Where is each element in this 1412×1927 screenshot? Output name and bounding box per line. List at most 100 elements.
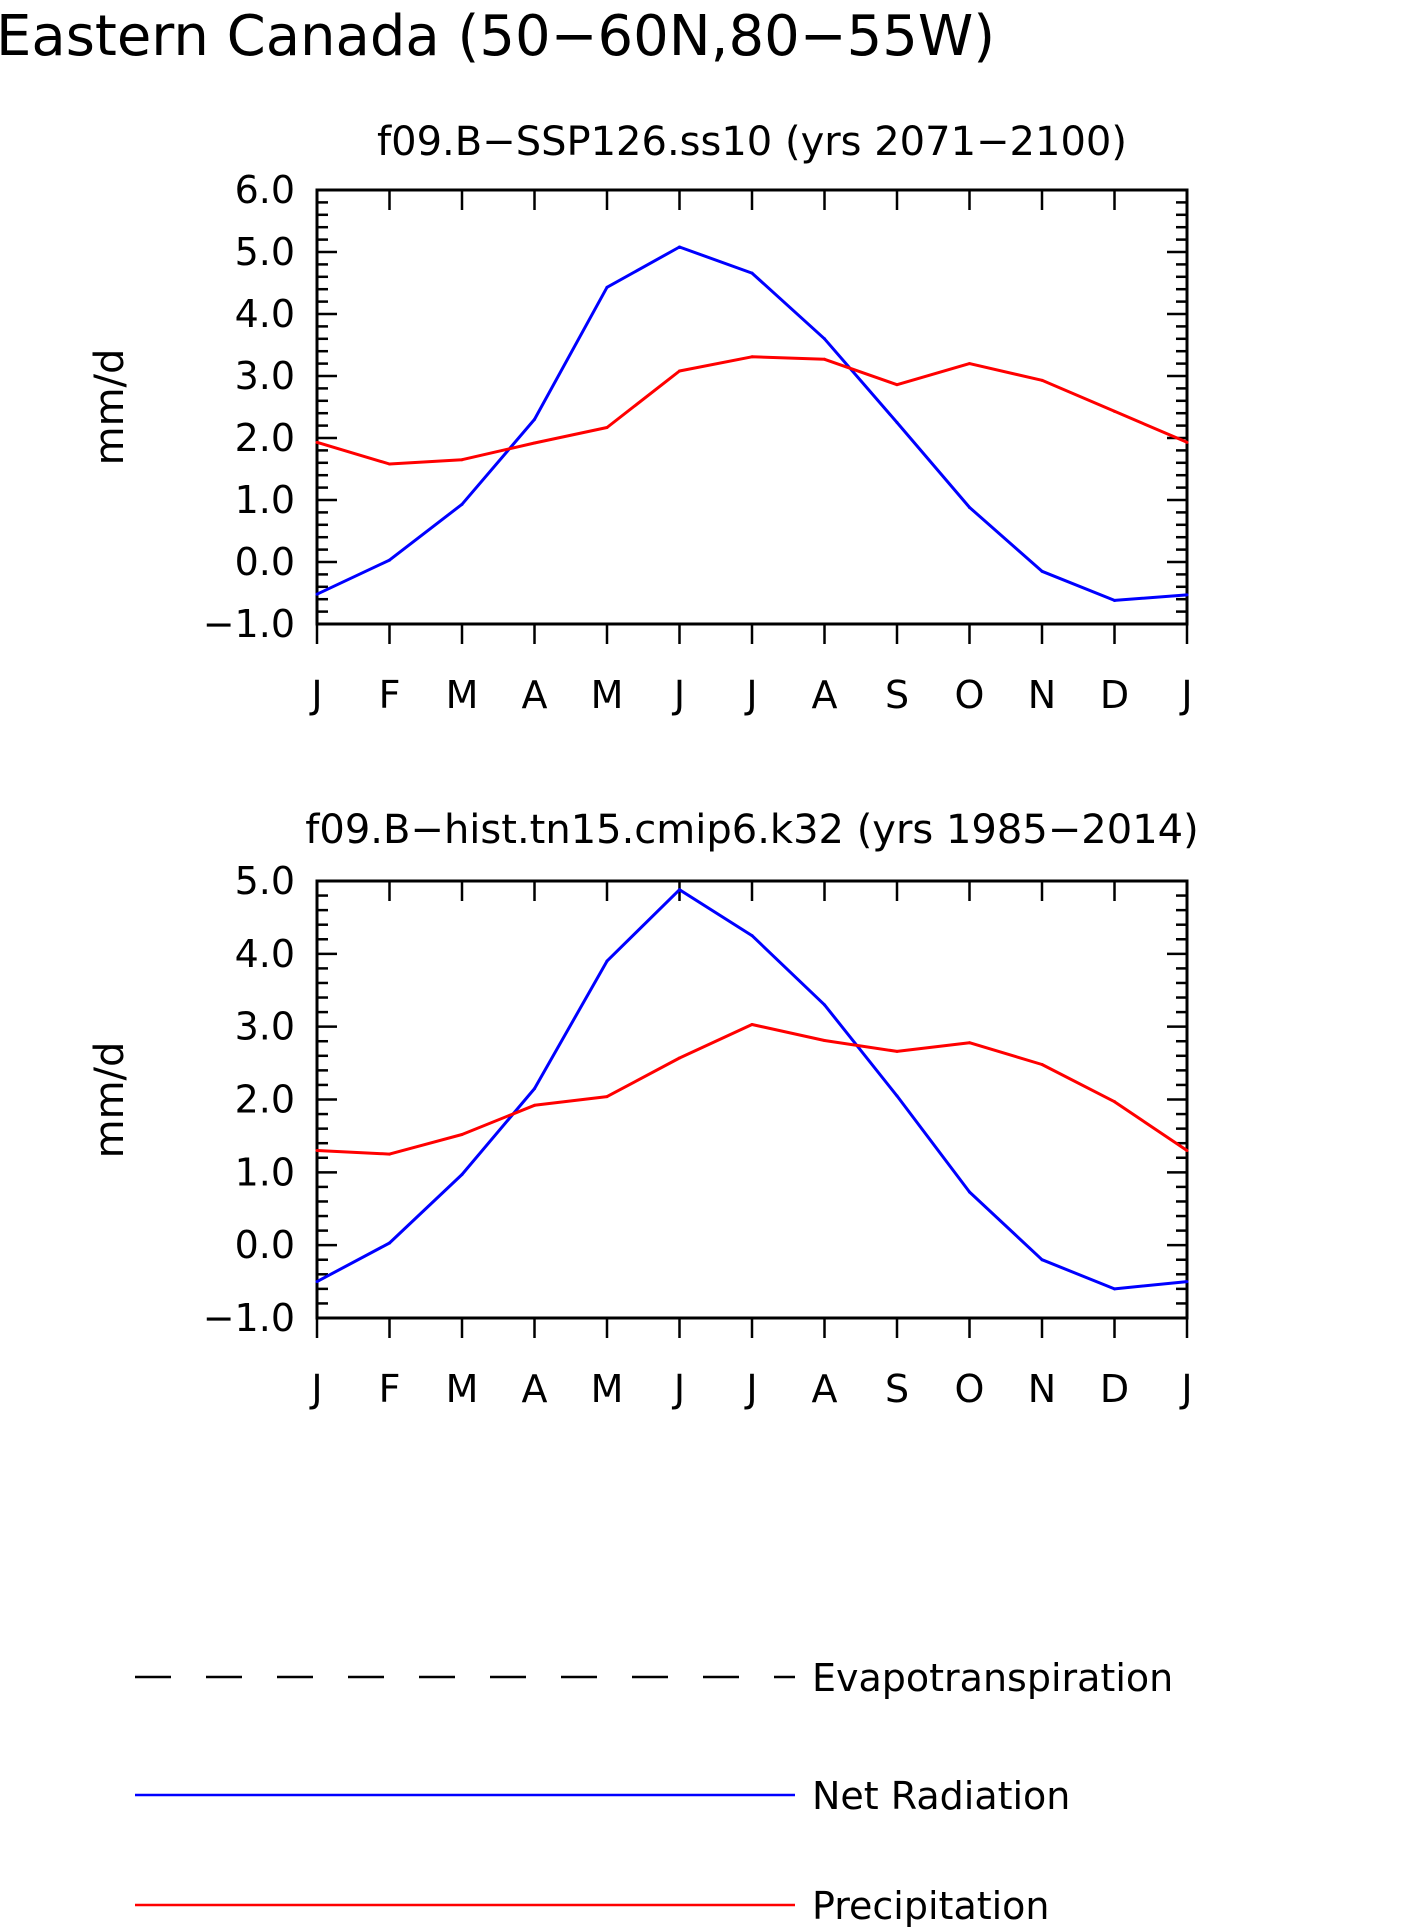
y-axis-title: mm/d [87,349,133,466]
data-point-net-radiation [388,558,391,562]
x-tick-label: J [744,1367,757,1411]
data-point-precipitation [895,1049,899,1053]
x-tick-label: J [309,1367,322,1411]
x-tick-label: D [1100,1367,1129,1411]
data-point-net-radiation [750,934,754,938]
data-point-precipitation [1185,440,1189,444]
y-tick-label: −1.0 [203,602,295,646]
y-tick-label: 4.0 [235,292,295,336]
data-point-precipitation [823,357,826,361]
data-point-precipitation [315,1148,319,1152]
y-tick-label: 1.0 [235,478,295,522]
series-line-precipitation [316,1023,1188,1156]
y-tick-label: 3.0 [235,354,295,398]
x-tick-label: S [885,1367,909,1411]
series-line-precipitation [316,355,1188,466]
legend-label: Precipitation [812,1884,1050,1927]
x-tick-label: A [522,1367,548,1411]
data-point-precipitation [1040,1063,1044,1067]
data-point-net-radiation [605,285,609,289]
x-tick-label: J [1179,1367,1192,1411]
x-tick-label: S [885,673,909,717]
data-point-precipitation [750,355,754,359]
y-tick-label: 5.0 [235,859,295,903]
data-point-net-radiation [1185,593,1189,597]
x-tick-label: J [672,1367,685,1411]
y-axis-title: mm/d [87,1042,133,1159]
data-point-precipitation [315,440,319,444]
data-point-precipitation [678,1056,681,1060]
plot-frame [315,188,1189,626]
data-point-net-radiation [1185,1280,1189,1284]
data-point-precipitation [823,1039,826,1043]
x-tick-label: D [1100,673,1129,717]
data-point-precipitation [1113,409,1116,413]
data-point-net-radiation [605,959,609,963]
series-line-net-radiation [316,245,1188,602]
data-point-net-radiation [968,1190,971,1194]
data-point-precipitation [678,369,681,373]
x-tick-label: N [1028,1367,1056,1411]
x-tick-label: J [309,673,322,717]
data-point-net-radiation [460,1173,464,1177]
data-point-net-radiation [533,417,536,421]
x-tick-label: O [955,673,985,717]
y-tick-label: 0.0 [235,540,295,584]
data-point-net-radiation [823,337,826,341]
x-tick-label: J [744,673,757,717]
data-point-precipitation [968,362,971,366]
x-tick-label: A [812,673,838,717]
x-tick-label: J [1179,673,1192,717]
data-point-net-radiation [678,245,681,249]
plot-frame [315,879,1189,1320]
data-point-net-radiation [823,1003,826,1007]
data-point-precipitation [895,383,899,387]
data-point-precipitation [605,1095,609,1099]
series-line-net-radiation [316,888,1188,1291]
x-tick-label: M [591,673,624,717]
y-tick-label: 2.0 [235,1078,295,1122]
x-tick-label: O [955,1367,985,1411]
data-point-precipitation [388,462,391,466]
y-tick-label: 5.0 [235,230,295,274]
y-tick-label: 2.0 [235,416,295,460]
data-point-precipitation [1185,1148,1189,1152]
x-tick-label: M [446,673,479,717]
x-tick-label: M [591,1367,624,1411]
data-point-net-radiation [315,1280,319,1284]
data-point-net-radiation [315,592,319,596]
data-point-precipitation [968,1041,971,1045]
data-point-precipitation [460,1132,464,1136]
data-point-precipitation [605,425,609,429]
data-point-precipitation [388,1152,391,1156]
data-point-precipitation [460,458,464,462]
y-tick-label: 1.0 [235,1150,295,1194]
data-point-net-radiation [895,1094,899,1098]
x-tick-label: M [446,1367,479,1411]
legend-label: Evapotranspiration [812,1656,1173,1700]
x-tick-label: F [379,1367,401,1411]
y-tick-label: −1.0 [203,1296,295,1340]
data-point-net-radiation [1040,569,1044,573]
data-point-precipitation [1113,1100,1116,1104]
data-point-precipitation [533,441,536,445]
legend: Evapotranspiration Net Radiation Precipita… [135,1656,1173,1927]
data-point-net-radiation [1040,1258,1044,1262]
data-point-precipitation [750,1022,754,1026]
data-point-net-radiation [750,271,754,275]
chart-panel-bottom: f09.B−hist.tn15.cmip6.k32 (yrs 1985−2014… [87,807,1199,1411]
data-point-net-radiation [388,1241,391,1245]
data-point-precipitation [1040,378,1044,382]
panel-title: f09.B−hist.tn15.cmip6.k32 (yrs 1985−2014… [305,807,1198,853]
x-tick-label: F [379,673,401,717]
y-tick-label: 3.0 [235,1005,295,1049]
main-title: Eastern Canada (50−60N,80−55W) [0,4,995,69]
data-point-net-radiation [460,502,464,506]
panel-title: f09.B−SSP126.ss10 (yrs 2071−2100) [377,119,1127,165]
data-point-net-radiation [678,888,681,892]
legend-label: Net Radiation [812,1774,1070,1818]
data-point-net-radiation [533,1087,536,1091]
x-tick-label: A [522,673,548,717]
data-point-net-radiation [1113,1287,1116,1291]
